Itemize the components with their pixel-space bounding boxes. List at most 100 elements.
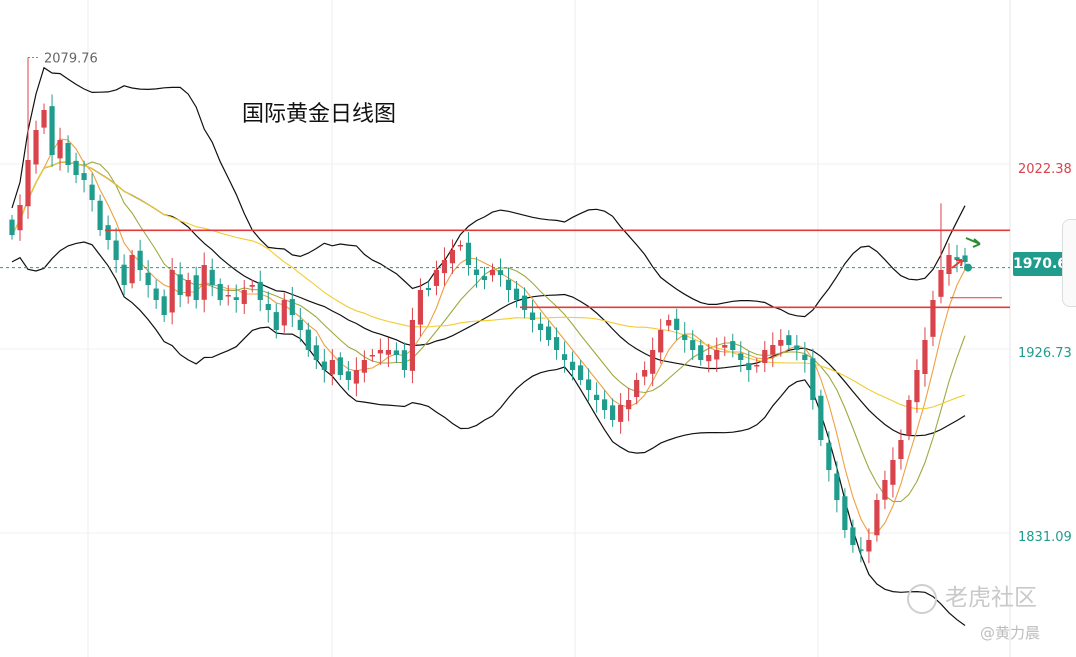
candle-body xyxy=(385,350,391,355)
candle-body xyxy=(25,160,31,207)
watermark-text: 老虎社区 xyxy=(945,585,1037,611)
candle-body xyxy=(473,269,480,275)
candle-body xyxy=(313,345,319,360)
candle-body xyxy=(265,304,271,310)
candle-body xyxy=(842,496,848,530)
candle-body xyxy=(674,318,680,330)
candle-body xyxy=(297,319,303,330)
up-arrow-icon xyxy=(951,259,963,269)
candle-body xyxy=(922,340,928,374)
candle-body xyxy=(457,245,464,247)
candle-body xyxy=(105,225,111,240)
candle-body xyxy=(129,255,135,284)
candle-body xyxy=(305,329,311,350)
candle-body xyxy=(602,399,608,410)
candle-body xyxy=(9,219,15,235)
candle-body xyxy=(898,440,904,460)
candle-body xyxy=(513,288,520,300)
y-axis-labels: 2022.38 1926.73 1831.09 xyxy=(1018,162,1072,545)
candle-body xyxy=(594,394,600,400)
ma30-line xyxy=(11,161,966,410)
candle-body xyxy=(489,270,496,276)
annotations: 2079.76 xyxy=(28,52,1002,299)
candle-body xyxy=(529,312,536,320)
candle-body xyxy=(425,287,432,290)
candle-body xyxy=(682,334,688,340)
candle-body xyxy=(145,272,151,285)
candle-body xyxy=(17,205,23,231)
candle-body xyxy=(698,345,704,360)
down-arrow-icon xyxy=(965,237,981,248)
candle-body xyxy=(121,264,127,285)
candle-body xyxy=(561,354,568,360)
candle-body xyxy=(690,340,696,350)
tiger-logo-icon xyxy=(907,583,937,614)
candle-body xyxy=(89,184,95,200)
candle-body xyxy=(505,279,512,290)
candle-body xyxy=(586,379,592,390)
candle-body xyxy=(193,275,199,300)
candle-body xyxy=(153,288,159,300)
candle-body xyxy=(858,549,864,551)
candle-body xyxy=(882,480,888,500)
candle-body xyxy=(954,257,960,260)
candle-body xyxy=(241,290,247,304)
candle-body xyxy=(642,370,648,377)
candle-body xyxy=(722,345,728,348)
candle-body xyxy=(610,405,616,420)
candle-body xyxy=(481,276,488,280)
candle-body xyxy=(113,240,119,260)
candle-body xyxy=(938,270,944,297)
y-tick-label: 1926.73 xyxy=(1018,346,1072,361)
candle-body xyxy=(345,371,351,380)
candle-body xyxy=(465,242,472,265)
boll-upper-line xyxy=(11,66,966,318)
candle-body xyxy=(658,330,664,353)
candle-body xyxy=(802,354,808,360)
candle-body xyxy=(874,500,880,536)
candle-body xyxy=(441,260,448,274)
candle-body xyxy=(866,540,872,552)
candle-body xyxy=(65,142,71,165)
candle-body xyxy=(409,320,416,371)
side-panel-handle[interactable] xyxy=(1062,219,1076,307)
candle-body xyxy=(826,442,832,470)
boll-mid-line xyxy=(11,161,966,437)
chart-title: 国际黄金日线图 xyxy=(242,102,397,127)
candle-body xyxy=(417,290,424,325)
candle-body xyxy=(906,400,912,436)
candle-body xyxy=(41,110,47,128)
candle-body xyxy=(666,320,672,326)
candle-body xyxy=(626,400,632,410)
candle-body xyxy=(225,295,231,297)
candle-body xyxy=(794,345,800,350)
candle-body xyxy=(762,350,768,364)
candle-body xyxy=(914,370,920,403)
candle-body xyxy=(770,345,776,355)
candle-body xyxy=(353,370,359,384)
candle-body xyxy=(730,341,736,350)
candle-body xyxy=(946,255,952,274)
candle-body xyxy=(746,363,752,370)
current-price-dot xyxy=(964,263,972,272)
candle-body xyxy=(810,358,816,400)
candle-body xyxy=(537,323,544,330)
candle-body xyxy=(818,395,824,440)
candle-body xyxy=(233,297,239,300)
candle-body xyxy=(329,360,335,375)
candle-body xyxy=(569,361,576,370)
candle-body xyxy=(257,281,263,300)
candle-body xyxy=(650,350,656,374)
candle-body xyxy=(850,527,856,545)
author-label: @黄力晨 xyxy=(980,624,1041,642)
watermark: 老虎社区 xyxy=(907,578,1037,614)
boll-lower-line xyxy=(11,241,966,626)
candles xyxy=(9,57,968,564)
candle-body xyxy=(281,300,287,326)
ma5-line xyxy=(11,138,966,534)
candle-body xyxy=(521,295,528,310)
candle-body xyxy=(618,405,624,422)
candle-body xyxy=(738,353,744,360)
candle-body xyxy=(137,250,143,270)
